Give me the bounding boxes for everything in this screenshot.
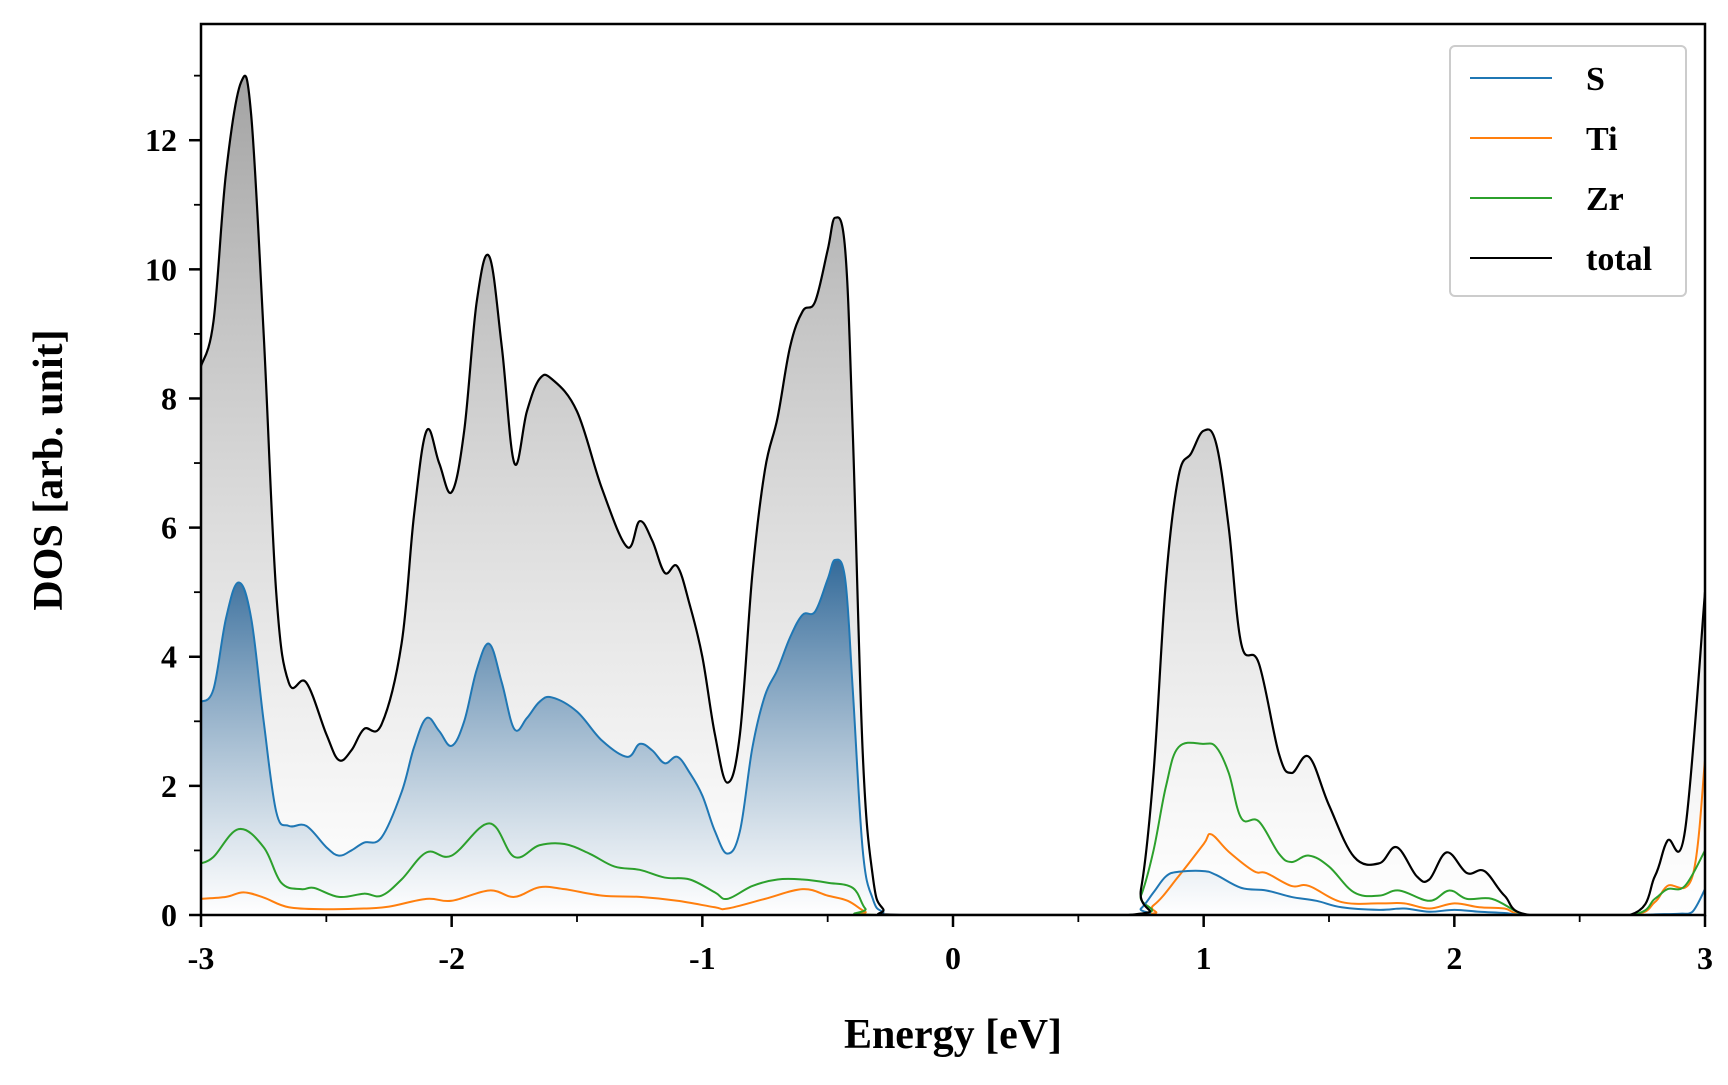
y-axis-title: DOS [arb. unit]: [26, 329, 72, 610]
series-line-total: [201, 74, 1705, 915]
y-tick-label: 8: [161, 380, 177, 416]
x-tick-label: 1: [1196, 940, 1212, 976]
x-tick-label: 2: [1446, 940, 1462, 976]
y-tick-label: 0: [161, 897, 177, 933]
x-tick-label: -2: [438, 940, 465, 976]
x-axis-title: Energy [eV]: [844, 1012, 1062, 1058]
series-fill-total: [201, 75, 1705, 915]
series-line-ti: [201, 759, 1705, 915]
legend-label-total: total: [1586, 241, 1652, 278]
legend-label-s: S: [1586, 61, 1605, 98]
x-tick-label: -1: [689, 940, 716, 976]
series-fill-s: [201, 559, 1705, 915]
series-line-s: [201, 558, 1705, 915]
y-tick-label: 10: [145, 251, 177, 287]
legend: S Ti Zr total: [1449, 45, 1687, 297]
y-tick-label: 2: [161, 768, 177, 804]
legend-box: [1449, 45, 1687, 297]
plot-area: [201, 74, 1705, 915]
x-tick-label: -3: [188, 940, 215, 976]
y-tick-label: 6: [161, 510, 177, 546]
legend-label-ti: Ti: [1586, 121, 1618, 158]
y-tick-label: 12: [145, 122, 177, 158]
x-tick-label: 3: [1697, 940, 1713, 976]
x-tick-label: 0: [945, 940, 961, 976]
legend-label-zr: Zr: [1586, 181, 1624, 218]
y-tick-label: 4: [161, 639, 177, 675]
